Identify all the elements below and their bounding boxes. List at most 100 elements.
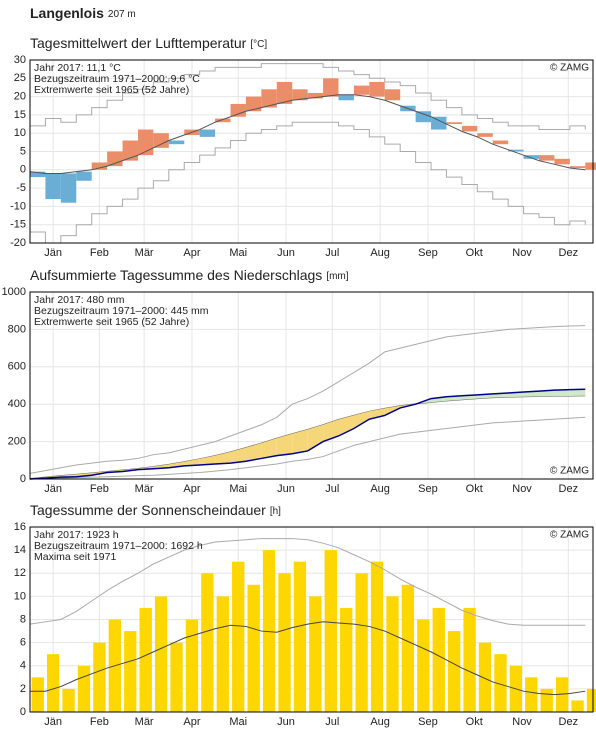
x-tick-label: Dez <box>559 247 579 259</box>
x-tick-label: Mär <box>135 716 154 728</box>
title-text: Aufsummierte Tagessumme des Niederschlag… <box>30 267 322 283</box>
deviation-bar <box>307 92 324 99</box>
deviation-bar <box>554 158 570 165</box>
difference-area <box>230 447 246 464</box>
deviation-bar <box>384 89 401 101</box>
chart-title: Tagessumme der Sonnenscheindauer [h] <box>30 502 281 518</box>
x-tick-label: Dez <box>559 716 579 728</box>
bar <box>293 561 307 712</box>
annotation: Jahr 2017: 11,1 °C <box>34 62 121 74</box>
deviation-bar <box>323 78 339 97</box>
y-tick-label: 4 <box>20 660 26 672</box>
deviation-bar <box>523 155 540 159</box>
deviation-bar <box>199 129 216 137</box>
bar <box>62 688 75 712</box>
deviation-bar <box>539 155 555 161</box>
deviation-bar <box>276 81 293 104</box>
y-tick-label: 10 <box>14 590 26 602</box>
y-tick-label: 20 <box>14 91 26 103</box>
x-tick-label: Mai <box>229 483 247 495</box>
deviation-bar <box>338 94 354 101</box>
credit: © ZAMG <box>550 63 589 74</box>
annotation: Jahr 2017: 480 mm <box>34 294 125 306</box>
bar <box>540 688 553 712</box>
annotation: Bezugszeitraum 1971–2000: 9,6 °C <box>34 73 200 85</box>
x-tick-label: Jän <box>44 483 62 495</box>
bar <box>31 677 44 712</box>
deviation-bar <box>292 89 308 101</box>
difference-area <box>338 415 354 436</box>
plot-border <box>29 526 594 713</box>
deviation-bar <box>369 81 385 97</box>
title-unit: [h] <box>270 506 281 517</box>
bar <box>46 654 60 712</box>
difference-area <box>245 443 262 462</box>
x-tick-label: Sep <box>418 247 438 259</box>
step-line <box>30 121 586 244</box>
bar <box>370 561 384 712</box>
bar <box>232 561 245 712</box>
bar <box>355 573 368 712</box>
elevation: 207 m <box>108 9 136 20</box>
bar <box>309 596 322 712</box>
deviation-bar <box>30 171 46 178</box>
bar <box>432 607 445 712</box>
bar <box>278 573 291 712</box>
difference-area <box>369 408 385 420</box>
difference-area <box>292 429 308 454</box>
station: Langenlois <box>30 5 104 21</box>
x-tick-label: Feb <box>90 716 109 728</box>
line <box>29 416 586 480</box>
y-tick-label: 30 <box>14 54 26 66</box>
bar <box>478 642 492 712</box>
deviation-bar <box>446 122 462 125</box>
y-tick-label: 0 <box>20 164 26 176</box>
x-tick-label: Aug <box>370 247 390 259</box>
bar <box>154 596 168 712</box>
x-tick-label: Jun <box>277 247 295 259</box>
chart-title: Aufsummierte Tagessumme des Niederschlag… <box>30 267 349 283</box>
deviation-bar <box>415 111 432 123</box>
deviation-bar <box>215 118 231 123</box>
annotation: Bezugszeitraum 1971–2000: 445 mm <box>34 305 209 317</box>
line <box>29 94 586 174</box>
x-tick-label: Apr <box>183 716 200 728</box>
x-tick-label: Jul <box>325 716 339 728</box>
difference-area <box>184 458 200 466</box>
bar <box>571 700 584 712</box>
line <box>29 538 586 626</box>
credit: © ZAMG <box>550 466 589 477</box>
deviation-bar <box>45 173 61 200</box>
x-tick-label: Nov <box>512 247 532 259</box>
x-tick-label: Dez <box>559 483 579 495</box>
difference-area <box>569 389 586 396</box>
y-tick-label: -10 <box>10 200 26 212</box>
title-text: Tagesmittelwert der Lufttemperatur <box>30 35 247 51</box>
x-tick-label: Jän <box>44 247 62 259</box>
difference-area <box>323 419 339 442</box>
deviation-bar <box>122 140 138 161</box>
x-tick-label: Jul <box>325 247 339 259</box>
deviation-bar <box>431 116 447 130</box>
deviation-bar <box>230 103 246 117</box>
bar <box>586 688 596 712</box>
y-tick-label: 5 <box>20 145 26 157</box>
y-tick-label: 600 <box>8 361 26 373</box>
x-tick-label: Nov <box>512 716 532 728</box>
x-tick-label: Feb <box>90 483 109 495</box>
deviation-bar <box>137 129 154 156</box>
y-tick-label: 16 <box>14 521 26 533</box>
y-tick-label: 14 <box>14 544 26 556</box>
difference-area <box>261 438 277 459</box>
bar <box>124 631 137 712</box>
annotation: Jahr 2017: 1923 h <box>34 529 119 541</box>
x-tick-label: Jun <box>277 483 295 495</box>
title-unit: [mm] <box>326 271 348 282</box>
header: Langenlois 207 m <box>30 5 136 21</box>
x-tick-label: Feb <box>90 247 109 259</box>
bar <box>494 654 507 712</box>
x-tick-label: Okt <box>466 483 483 495</box>
difference-area <box>307 424 324 451</box>
x-tick-label: Mai <box>229 247 247 259</box>
